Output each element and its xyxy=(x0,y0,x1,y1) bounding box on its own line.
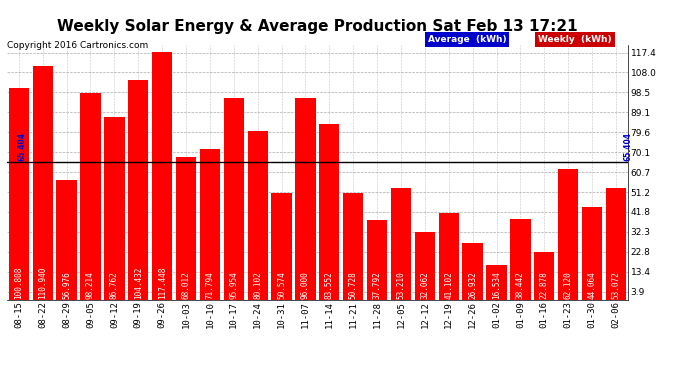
Text: Copyright 2016 Cartronics.com: Copyright 2016 Cartronics.com xyxy=(7,41,148,50)
Bar xyxy=(152,53,172,300)
Bar xyxy=(57,180,77,300)
Bar xyxy=(271,194,292,300)
Text: 53.210: 53.210 xyxy=(397,271,406,299)
Bar xyxy=(32,66,53,300)
Text: 95.954: 95.954 xyxy=(229,271,238,299)
Bar xyxy=(80,93,101,300)
Text: 50.574: 50.574 xyxy=(277,271,286,299)
Bar xyxy=(295,98,315,300)
Text: 53.072: 53.072 xyxy=(611,271,620,299)
Text: 104.432: 104.432 xyxy=(134,267,143,299)
Text: 71.794: 71.794 xyxy=(206,271,215,299)
Text: 110.940: 110.940 xyxy=(38,267,47,299)
Text: Weekly Solar Energy & Average Production Sat Feb 13 17:21: Weekly Solar Energy & Average Production… xyxy=(57,19,578,34)
Text: Weekly  (kWh): Weekly (kWh) xyxy=(538,35,612,44)
Bar xyxy=(415,232,435,300)
Bar xyxy=(558,169,578,300)
Text: 65.404: 65.404 xyxy=(18,132,27,161)
Bar xyxy=(248,131,268,300)
Text: 41.102: 41.102 xyxy=(444,271,453,299)
Text: 37.792: 37.792 xyxy=(373,271,382,299)
Text: 50.728: 50.728 xyxy=(348,271,357,299)
Text: 98.214: 98.214 xyxy=(86,271,95,299)
Text: 96.000: 96.000 xyxy=(301,271,310,299)
Bar xyxy=(462,243,483,300)
Bar xyxy=(391,188,411,300)
Bar xyxy=(200,149,220,300)
Bar xyxy=(343,193,364,300)
Text: 117.448: 117.448 xyxy=(157,267,167,299)
Bar xyxy=(9,87,29,300)
Text: 16.534: 16.534 xyxy=(492,271,501,299)
Bar xyxy=(534,252,555,300)
Text: 83.552: 83.552 xyxy=(325,271,334,299)
Text: 86.762: 86.762 xyxy=(110,271,119,299)
Text: 32.062: 32.062 xyxy=(420,271,429,299)
Text: 22.878: 22.878 xyxy=(540,271,549,299)
Text: 68.012: 68.012 xyxy=(181,271,190,299)
Text: 100.808: 100.808 xyxy=(14,267,23,299)
Bar xyxy=(104,117,124,300)
Bar xyxy=(486,265,506,300)
Bar xyxy=(606,188,626,300)
Text: Average  (kWh): Average (kWh) xyxy=(428,35,506,44)
Bar xyxy=(319,124,339,300)
Bar xyxy=(439,213,459,300)
Bar xyxy=(176,157,196,300)
Text: 44.064: 44.064 xyxy=(588,271,597,299)
Bar xyxy=(511,219,531,300)
Bar xyxy=(367,220,387,300)
Bar xyxy=(128,80,148,300)
Bar xyxy=(582,207,602,300)
Text: 62.120: 62.120 xyxy=(564,271,573,299)
Text: 65.404: 65.404 xyxy=(623,132,633,161)
Text: 26.932: 26.932 xyxy=(468,271,477,299)
Text: 80.102: 80.102 xyxy=(253,271,262,299)
Text: 56.976: 56.976 xyxy=(62,271,71,299)
Bar xyxy=(224,98,244,300)
Text: 38.442: 38.442 xyxy=(516,271,525,299)
